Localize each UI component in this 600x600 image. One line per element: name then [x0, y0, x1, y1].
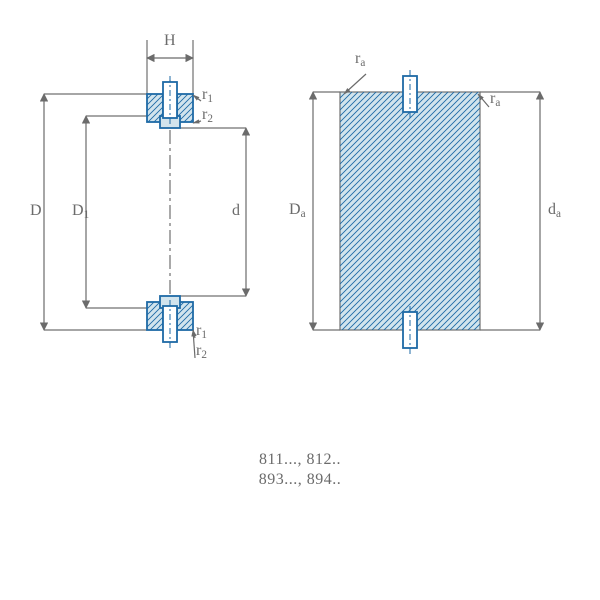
series-caption: 811..., 812.. 893..., 894.. [0, 450, 600, 490]
label-ra_r: ra [490, 90, 500, 109]
label-r2_bot: r2 [196, 342, 207, 361]
label-d: d [232, 202, 240, 220]
bearing-dimension-diagram [0, 0, 600, 600]
label-D1: D1 [72, 202, 89, 221]
label-ra_top: ra [355, 50, 365, 69]
label-D: D [30, 202, 42, 220]
label-da: da [548, 201, 561, 220]
label-Da: Da [289, 201, 306, 220]
left-construction-lines [44, 40, 246, 346]
label-H: H [164, 32, 176, 50]
series-caption-line2: 893..., 894.. [0, 470, 600, 490]
series-caption-line1: 811..., 812.. [0, 450, 600, 470]
left-corner-leaders [193, 95, 201, 358]
label-r1_bot: r1 [196, 322, 207, 341]
label-r1_top: r1 [202, 86, 213, 105]
label-r2_top: r2 [202, 106, 213, 125]
right-parts [340, 70, 480, 354]
